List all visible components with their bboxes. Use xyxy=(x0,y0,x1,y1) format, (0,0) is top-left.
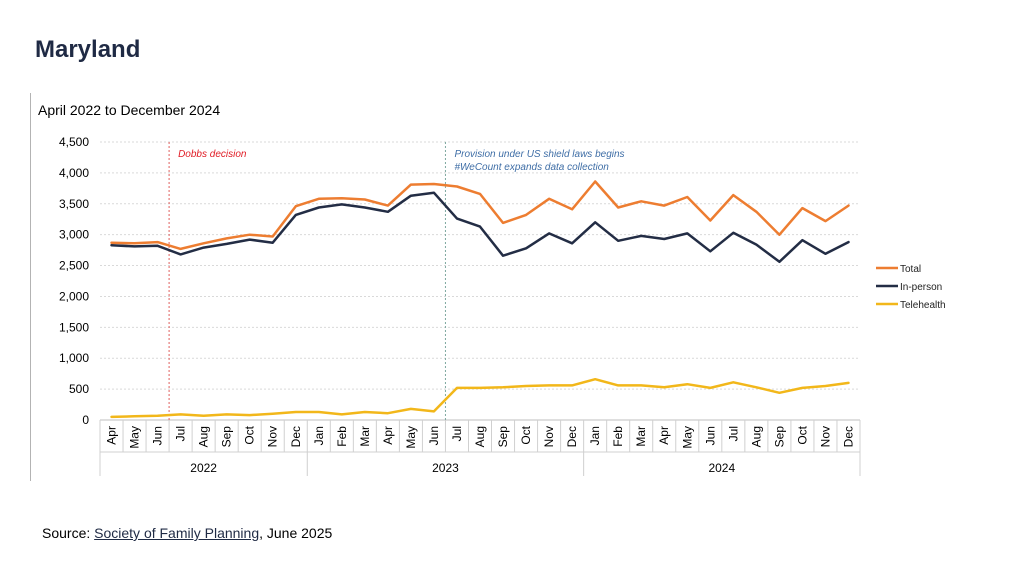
x-tick-label: Apr xyxy=(381,426,395,445)
x-tick-label: Jul xyxy=(726,426,740,441)
x-tick-label: May xyxy=(404,426,418,449)
x-tick-label: Dec xyxy=(841,426,855,447)
annotations: Dobbs decision Provision under US shield … xyxy=(168,142,625,420)
x-year-label: 2022 xyxy=(190,461,217,475)
series-line-telehealth xyxy=(110,377,850,419)
x-tick-label: Dec xyxy=(565,426,579,447)
x-tick-label: Jul xyxy=(450,426,464,441)
x-tick-label: Apr xyxy=(657,426,671,445)
y-axis: 0 500 1,000 1,500 2,000 2,500 3,000 3,500 4,000 4… xyxy=(59,135,89,427)
x-tick-label: Feb xyxy=(335,426,349,447)
series-line-in-person xyxy=(110,191,850,264)
annotation-label: Provision under US shield laws begins xyxy=(454,149,624,160)
annotation-label: Dobbs decision xyxy=(178,149,247,160)
source-suffix: , June 2025 xyxy=(259,525,333,541)
legend-label: In-person xyxy=(900,282,942,293)
x-tick-label: Jun xyxy=(151,426,165,445)
page-title: Maryland xyxy=(35,36,141,63)
x-tick-label: May xyxy=(128,426,142,449)
x-tick-label: Mar xyxy=(358,426,372,447)
source-prefix: Source: xyxy=(42,525,95,541)
x-tick-label: Jul xyxy=(174,426,188,441)
x-tick-label: Nov xyxy=(266,426,280,447)
annotation-label: #WeCount expands data collection xyxy=(454,162,609,173)
y-tick-label: 1,500 xyxy=(59,320,89,334)
x-tick-label: Aug xyxy=(197,426,211,447)
y-tick-label: 2,500 xyxy=(59,259,89,273)
gridlines xyxy=(100,141,860,421)
y-tick-label: 0 xyxy=(82,413,89,427)
x-tick-label: Oct xyxy=(243,425,257,444)
x-tick-label: Jun xyxy=(703,426,717,445)
legend: Total In-person Telehealth xyxy=(876,264,946,311)
x-axis: Apr May Jun Jul Aug Sep Oct Nov Dec Jan Feb Mar Apr M… xyxy=(99,420,861,476)
y-tick-label: 4,500 xyxy=(59,135,89,149)
series-lines xyxy=(110,180,850,419)
y-tick-label: 500 xyxy=(69,382,89,396)
series-line-total xyxy=(110,180,850,251)
legend-label: Total xyxy=(900,264,921,275)
chart-title: April 2022 to December 2024 xyxy=(38,102,220,118)
x-tick-label: Aug xyxy=(749,426,763,447)
x-tick-label: Sep xyxy=(772,426,786,448)
x-tick-label: Mar xyxy=(634,426,648,447)
source-note: Source: Society of Family Planning, June… xyxy=(42,525,332,541)
x-tick-label: Oct xyxy=(795,425,809,444)
x-tick-label: May xyxy=(680,426,694,449)
source-link[interactable]: Society of Family Planning xyxy=(94,525,260,541)
x-year-label: 2024 xyxy=(708,461,735,475)
y-tick-label: 2,000 xyxy=(59,289,89,303)
y-tick-label: 3,500 xyxy=(59,197,89,211)
y-tick-label: 4,000 xyxy=(59,166,89,180)
x-tick-label: Jan xyxy=(588,426,602,445)
y-tick-label: 1,000 xyxy=(59,351,89,365)
legend-label: Telehealth xyxy=(900,300,946,311)
x-tick-label: Aug xyxy=(473,426,487,447)
chart-frame-rule xyxy=(30,93,31,481)
x-tick-label: Jun xyxy=(427,426,441,445)
x-tick-label: Sep xyxy=(496,426,510,448)
y-tick-label: 3,000 xyxy=(59,228,89,242)
x-tick-label: Nov xyxy=(542,426,556,447)
x-tick-label: Sep xyxy=(220,426,234,448)
x-tick-label: Dec xyxy=(289,426,303,447)
x-tick-label: Nov xyxy=(818,426,832,447)
x-year-label: 2023 xyxy=(432,461,459,475)
x-tick-label: Apr xyxy=(105,426,119,445)
x-tick-label: Jan xyxy=(312,426,326,445)
x-tick-label: Oct xyxy=(519,425,533,444)
x-tick-label: Feb xyxy=(611,426,625,447)
